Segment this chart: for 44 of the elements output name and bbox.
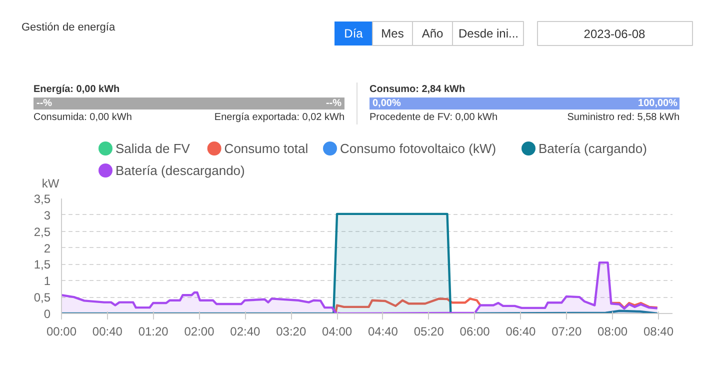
legend-label: Consumo fotovoltaico (kW) (340, 141, 496, 156)
x-tick-label: 04:00 (322, 324, 352, 338)
x-tick-label: 08:00 (598, 324, 628, 338)
y-tick-label: 3,5 (34, 192, 51, 206)
text: Consumo: 2,84 kWh (370, 84, 466, 95)
x-tick-label: 06:40 (506, 324, 536, 338)
text: Año (422, 26, 444, 40)
y-tick-label: 1 (44, 274, 51, 288)
text: Desde ini... (458, 26, 519, 40)
text: Energía exportada: 0,02 kWh (214, 112, 344, 123)
legend-label: Batería (descargando) (116, 163, 245, 178)
x-tick-label: 06:00 (460, 324, 490, 338)
x-tick-label: 00:00 (46, 324, 77, 338)
y-tick-label: 0,5 (34, 290, 51, 305)
text: Día (344, 26, 364, 40)
x-tick-label: 08:40 (643, 324, 674, 338)
y-tick-label: 1,5 (34, 258, 51, 272)
y-tick-label: 2 (44, 241, 51, 256)
y-tick-label: 3 (44, 208, 51, 222)
text: --% (326, 98, 342, 109)
legend-label: Salida de FV (116, 141, 190, 156)
x-tick-label: 01:20 (138, 324, 169, 338)
text: Energía: 0,00 kWh (34, 84, 120, 95)
x-tick-label: 07:20 (552, 324, 582, 338)
text: Consumida: 0,00 kWh (34, 112, 132, 123)
legend-label: Consumo total (224, 141, 308, 156)
text: Mes (381, 26, 404, 40)
x-tick-label: 00:40 (92, 324, 123, 338)
text: 100,00% (638, 98, 678, 109)
legend-label: Batería (cargando) (538, 141, 647, 156)
text: 2023-06-08 (584, 27, 646, 41)
chart-title: Gestión de energía (22, 22, 116, 34)
x-tick-label: 03:20 (276, 324, 306, 338)
x-tick-label: 04:40 (368, 324, 398, 338)
x-tick-label: 02:40 (230, 324, 261, 338)
x-tick-label: 05:20 (414, 324, 444, 338)
text: --% (36, 98, 52, 109)
text: 0,00% (372, 98, 401, 109)
text: Procedente de FV: 0,00 kWh (370, 112, 498, 123)
y-axis-title: kW (42, 176, 60, 190)
y-tick-label: 0 (44, 307, 51, 321)
text: Suministro red: 5,58 kWh (567, 112, 680, 123)
x-tick-label: 02:00 (184, 324, 215, 338)
y-tick-label: 2,5 (34, 224, 51, 239)
